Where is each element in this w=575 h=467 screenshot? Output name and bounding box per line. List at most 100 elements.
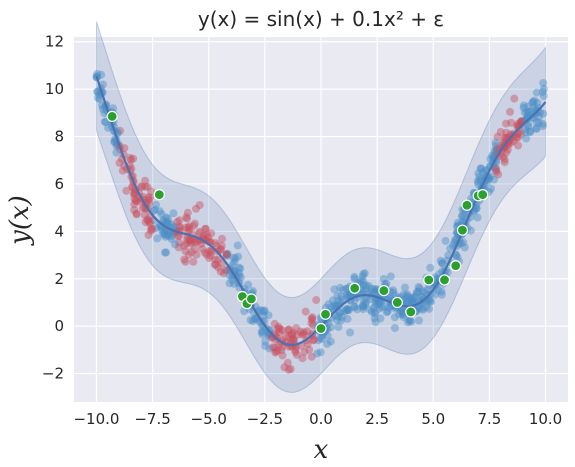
- point-blue: [407, 295, 416, 304]
- point-blue: [403, 290, 412, 299]
- point-red: [492, 167, 501, 176]
- point-red: [181, 247, 190, 255]
- point-blue: [95, 95, 104, 104]
- point-red: [145, 217, 154, 226]
- point-red: [275, 325, 284, 333]
- point-blue: [490, 147, 499, 156]
- point-red: [270, 343, 279, 352]
- point-blue: [157, 210, 166, 219]
- point-blue: [359, 277, 368, 286]
- point-red: [132, 196, 141, 205]
- point-blue: [474, 180, 483, 189]
- point-blue: [162, 218, 171, 227]
- point-red: [120, 144, 129, 153]
- point-blue: [234, 252, 243, 261]
- point-red: [309, 336, 318, 345]
- point-blue: [362, 284, 371, 293]
- point-blue: [222, 250, 231, 259]
- point-red: [503, 145, 512, 154]
- highlighted-point: [245, 293, 257, 305]
- point-red: [292, 324, 301, 332]
- point-blue: [164, 218, 172, 227]
- point-red: [143, 182, 152, 191]
- point-blue: [524, 102, 533, 111]
- point-red: [285, 332, 294, 341]
- point-blue: [104, 123, 113, 132]
- point-blue: [169, 209, 178, 218]
- point-red: [131, 197, 140, 205]
- point-blue: [326, 323, 335, 332]
- point-blue: [332, 316, 341, 324]
- point-blue: [491, 138, 500, 147]
- point-blue: [472, 204, 481, 213]
- point-red: [221, 266, 230, 275]
- point-red: [183, 235, 192, 244]
- point-red: [301, 307, 310, 316]
- point-blue: [491, 166, 500, 175]
- point-blue: [539, 84, 548, 93]
- point-blue: [342, 291, 351, 300]
- point-red: [307, 314, 316, 323]
- point-red: [129, 190, 138, 199]
- point-blue: [162, 248, 170, 257]
- point-blue: [98, 105, 107, 113]
- point-blue: [316, 348, 325, 357]
- point-blue: [335, 301, 344, 310]
- point-blue: [110, 137, 119, 146]
- point-blue: [171, 240, 179, 249]
- highlighted-point: [461, 199, 473, 211]
- point-blue: [99, 80, 107, 89]
- point-red: [271, 348, 280, 357]
- point-blue: [520, 108, 529, 117]
- point-blue: [414, 287, 423, 296]
- point-blue: [160, 230, 169, 239]
- point-blue: [538, 122, 547, 131]
- point-red: [287, 335, 296, 344]
- y-axis-label: y(x): [5, 195, 35, 246]
- point-red: [182, 213, 191, 222]
- point-blue: [490, 175, 499, 184]
- point-blue: [346, 328, 354, 337]
- point-red: [115, 158, 124, 167]
- point-blue: [329, 296, 337, 305]
- point-red: [513, 133, 522, 142]
- point-blue: [373, 301, 382, 310]
- point-blue: [395, 310, 403, 319]
- point-blue: [415, 284, 424, 293]
- point-blue: [466, 226, 475, 235]
- point-blue: [357, 276, 365, 285]
- point-blue: [523, 108, 532, 117]
- highlighted-point: [405, 306, 417, 318]
- point-red: [219, 269, 228, 278]
- point-blue: [100, 109, 109, 118]
- point-red: [310, 335, 318, 344]
- point-blue: [533, 98, 542, 107]
- point-red: [143, 216, 152, 225]
- point-blue: [235, 269, 244, 278]
- point-red: [284, 325, 293, 334]
- point-blue: [383, 307, 392, 316]
- point-blue: [353, 305, 362, 314]
- point-red: [502, 119, 510, 128]
- point-blue: [150, 205, 159, 214]
- point-blue: [422, 302, 431, 311]
- point-blue: [401, 283, 409, 292]
- point-blue: [109, 104, 118, 113]
- point-red: [212, 241, 221, 250]
- point-blue: [418, 305, 427, 314]
- point-red: [130, 189, 139, 198]
- point-blue: [223, 249, 232, 258]
- point-blue: [334, 297, 343, 305]
- point-red: [512, 133, 521, 142]
- point-blue: [414, 316, 423, 325]
- point-red: [216, 245, 225, 254]
- point-blue: [370, 287, 379, 296]
- point-blue: [419, 298, 428, 307]
- point-blue: [158, 227, 167, 236]
- point-blue: [338, 286, 347, 295]
- point-blue: [522, 115, 530, 124]
- x-tick-label: 0.0: [309, 410, 333, 428]
- point-red: [144, 231, 153, 240]
- point-blue: [426, 297, 434, 306]
- point-blue: [333, 291, 342, 300]
